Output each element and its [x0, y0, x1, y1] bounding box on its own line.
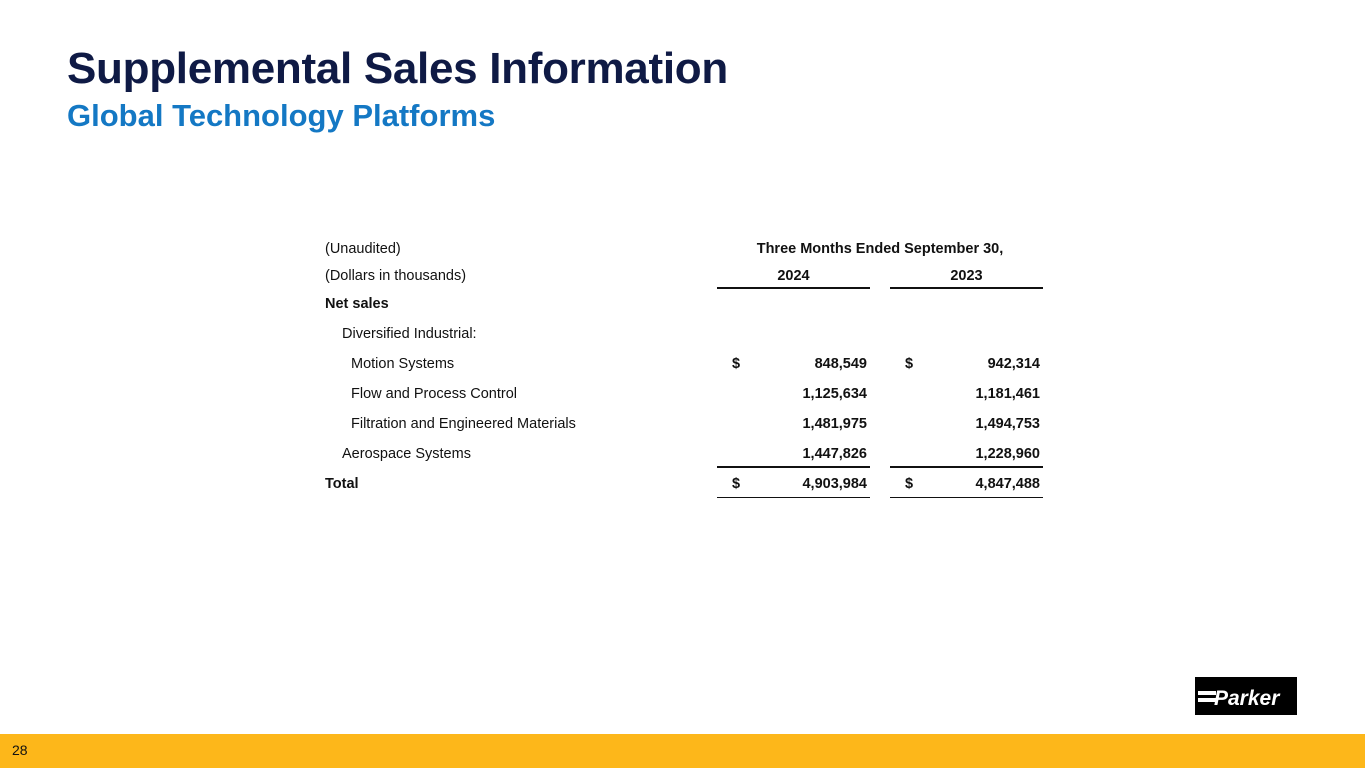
- total-2024: 4,903,984: [802, 476, 867, 492]
- value-2024: 1,125,634: [802, 386, 867, 402]
- value-2024: 1,481,975: [802, 416, 867, 432]
- value-2023: 942,314: [987, 356, 1040, 372]
- row-label: Motion Systems: [351, 356, 455, 372]
- period-header: Three Months Ended September 30,: [756, 241, 1004, 257]
- group-label: Diversified Industrial:: [342, 326, 477, 342]
- parker-logo-icon: Parker: [1198, 687, 1281, 710]
- row-label: Aerospace Systems: [342, 446, 471, 462]
- currency-symbol: $: [732, 356, 741, 372]
- currency-symbol: $: [905, 476, 914, 492]
- total-rule-2024: [717, 497, 870, 498]
- header-rule-2024: [717, 287, 870, 289]
- page-subtitle: Global Technology Platforms: [67, 98, 496, 133]
- row-label: Flow and Process Control: [351, 386, 518, 402]
- unaudited-label: (Unaudited): [325, 241, 401, 257]
- total-label: Total: [325, 476, 359, 492]
- units-label: (Dollars in thousands): [325, 268, 467, 284]
- page-title: Supplemental Sales Information: [67, 44, 728, 93]
- parker-logo: Parker: [1195, 677, 1297, 715]
- subtotal-rule-2023: [890, 466, 1043, 468]
- year-2024-header: 2024: [777, 268, 810, 284]
- year-2023-header: 2023: [950, 268, 983, 284]
- svg-text:Parker: Parker: [1214, 687, 1281, 710]
- value-2024: 1,447,826: [802, 446, 867, 462]
- value-2024: 848,549: [814, 356, 867, 372]
- subtotal-rule-2024: [717, 466, 870, 468]
- page-number: 28: [12, 742, 28, 758]
- value-2023: 1,181,461: [975, 386, 1040, 402]
- total-rule-2023: [890, 497, 1043, 498]
- footer-bar: 28: [0, 734, 1365, 768]
- value-2023: 1,494,753: [975, 416, 1040, 432]
- currency-symbol: $: [905, 356, 914, 372]
- header-rule-2023: [890, 287, 1043, 289]
- row-label: Filtration and Engineered Materials: [351, 416, 576, 432]
- value-2023: 1,228,960: [975, 446, 1040, 462]
- currency-symbol: $: [732, 476, 741, 492]
- section-label: Net sales: [325, 296, 389, 312]
- total-2023: 4,847,488: [975, 476, 1040, 492]
